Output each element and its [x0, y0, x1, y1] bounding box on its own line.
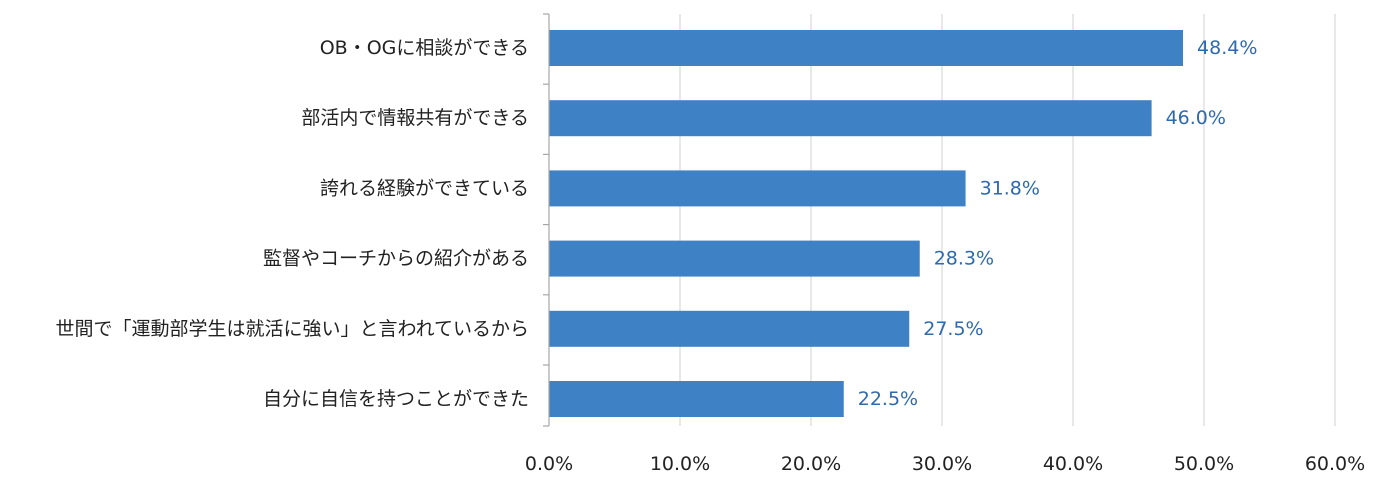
value-label-0: 48.4%: [1197, 37, 1257, 59]
bar-2: [549, 170, 966, 207]
x-tick-label-3: 30.0%: [912, 453, 972, 475]
category-label-2: 誇れる経験ができている: [320, 177, 529, 199]
value-label-5: 22.5%: [858, 388, 918, 410]
x-tick-label-6: 60.0%: [1305, 453, 1365, 475]
bar-1: [549, 100, 1152, 137]
category-label-3: 監督やコーチからの紹介がある: [263, 248, 529, 270]
x-tick-label-5: 50.0%: [1174, 453, 1234, 475]
category-labels: OB・OGに相談ができる部活内で情報共有ができる誇れる経験ができている監督やコー…: [56, 37, 529, 410]
x-tick-label-0: 0.0%: [525, 453, 573, 475]
x-tick-label-1: 10.0%: [650, 453, 710, 475]
bar-0: [549, 30, 1184, 66]
value-label-1: 46.0%: [1166, 107, 1226, 129]
y-axis: [543, 13, 550, 427]
x-tick-labels: 0.0% 10.0% 20.0% 30.0% 40.0% 50.0% 60.0%: [525, 453, 1365, 475]
x-tick-label-2: 20.0%: [781, 453, 841, 475]
bar-5: [549, 381, 844, 417]
bar-3: [549, 240, 920, 277]
value-label-2: 31.8%: [980, 177, 1040, 199]
value-labels: 48.4% 46.0% 31.8% 28.3% 27.5% 22.5%: [858, 37, 1258, 410]
x-tick-label-4: 40.0%: [1043, 453, 1103, 475]
category-label-4: 世間で「運動部学生は就活に強い」と言われているから: [56, 318, 529, 340]
value-label-4: 27.5%: [923, 318, 983, 340]
bar-4: [549, 310, 910, 347]
gridlines: [679, 14, 1336, 426]
category-label-0: OB・OGに相談ができる: [320, 37, 529, 59]
category-label-5: 自分に自信を持つことができた: [263, 388, 529, 410]
value-label-3: 28.3%: [934, 248, 994, 270]
bars: [549, 30, 1184, 417]
category-label-1: 部活内で情報共有ができる: [301, 107, 529, 129]
